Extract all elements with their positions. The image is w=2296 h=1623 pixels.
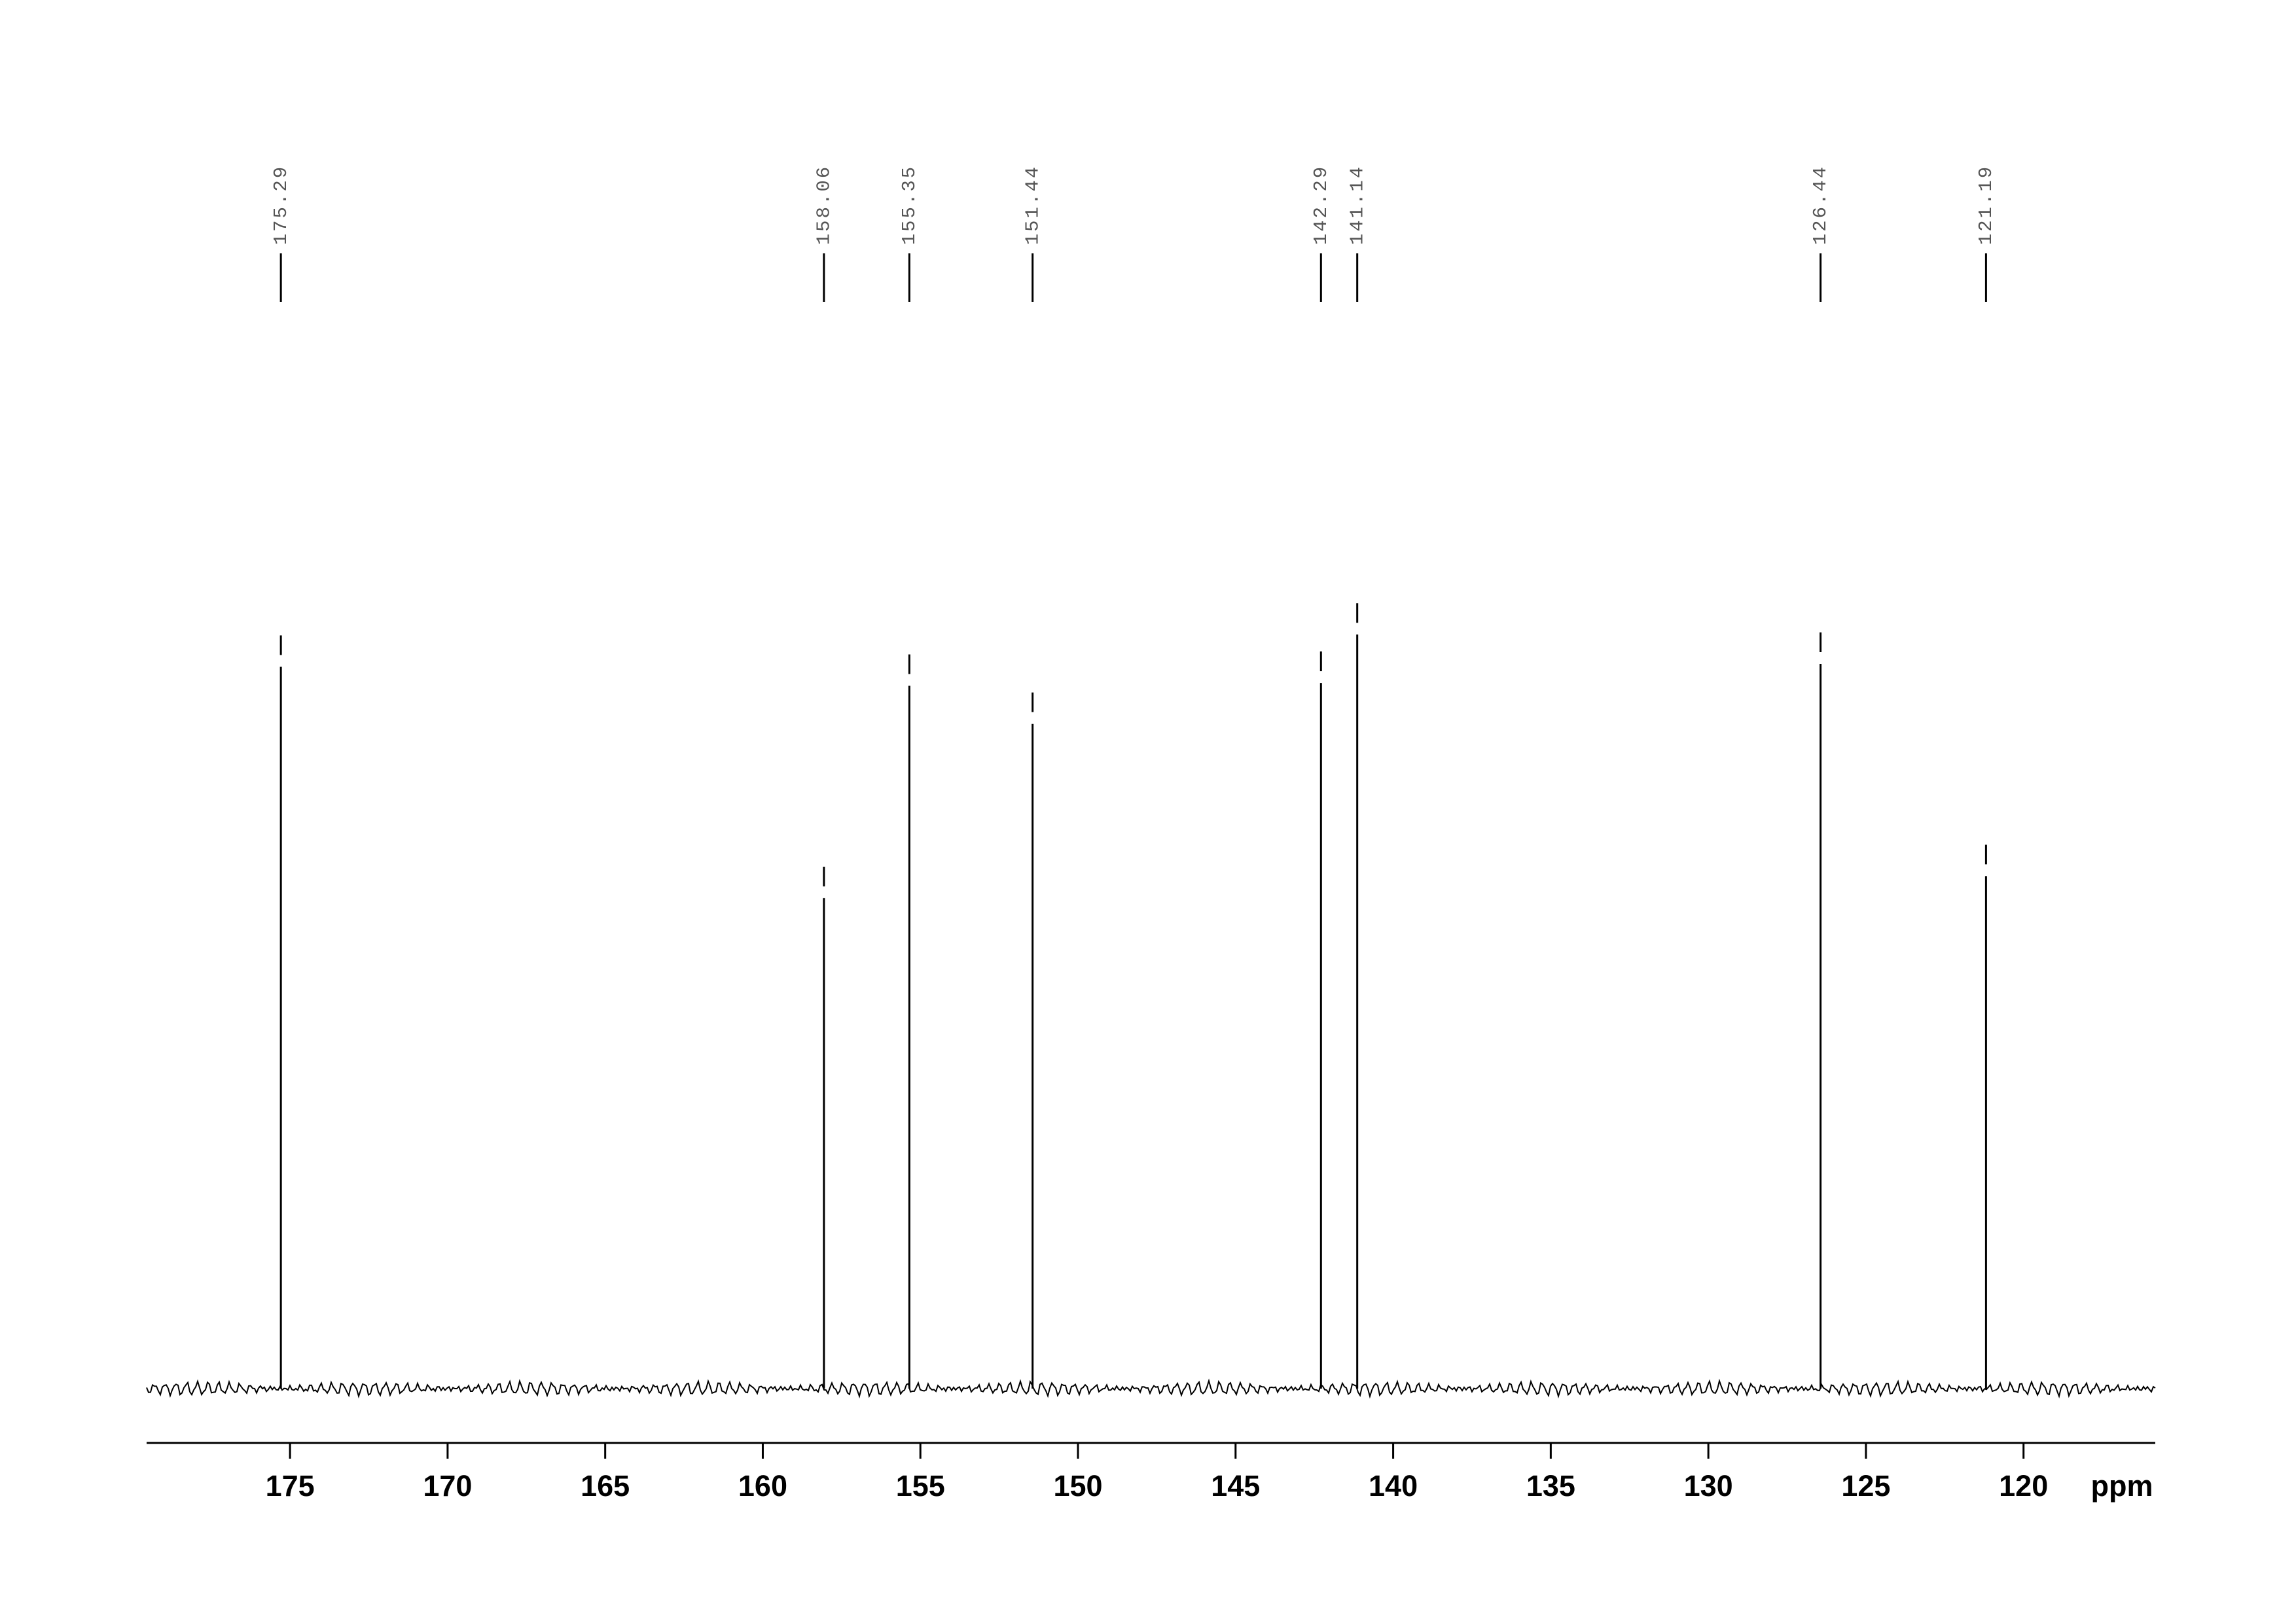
peak-label: 151.44 [1022,165,1043,245]
x-tick-label: 150 [1053,1469,1102,1503]
x-tick-label: 120 [1999,1469,2048,1503]
x-tick-label: 125 [1841,1469,1890,1503]
x-tick-label: 130 [1684,1469,1733,1503]
x-tick-label: 165 [581,1469,630,1503]
x-tick-label: 155 [896,1469,945,1503]
peak-label: 141.14 [1346,165,1368,245]
x-tick-label: 160 [738,1469,787,1503]
x-tick-label: 175 [266,1469,315,1503]
x-axis-label: ppm [2091,1469,2153,1503]
peak-label: 126.44 [1810,165,1831,245]
x-tick-label: 145 [1211,1469,1260,1503]
x-tick-label: 140 [1369,1469,1418,1503]
peak-label: 121.19 [1975,165,1997,245]
peak-label: 142.29 [1310,165,1332,245]
peak-label: 158.06 [814,165,835,245]
peak-label: 155.35 [899,165,920,245]
x-tick-label: 135 [1526,1469,1575,1503]
peak-label: 175.29 [270,165,292,245]
x-tick-label: 170 [423,1469,472,1503]
